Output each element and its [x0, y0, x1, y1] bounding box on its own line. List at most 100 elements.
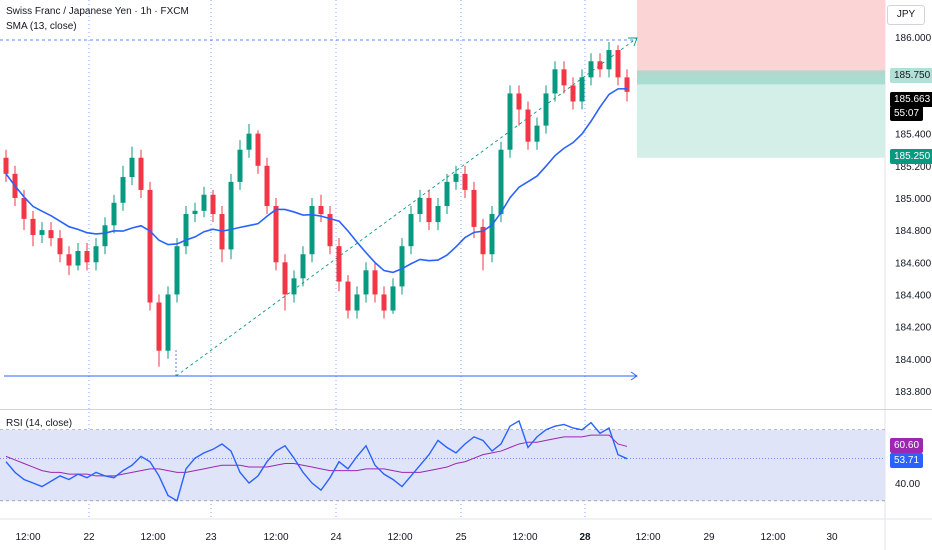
candle-body: [174, 246, 180, 295]
candle-body: [183, 214, 189, 247]
candle-body: [75, 251, 81, 266]
time-tick-label: 29: [703, 532, 715, 543]
candle-body: [129, 157, 135, 178]
candle-body: [624, 77, 630, 92]
candle-body: [417, 197, 423, 215]
price-tick-label: 184.600: [895, 258, 932, 269]
time-tick-label: 12:00: [387, 532, 412, 543]
price-tick-label: 186.000: [895, 33, 932, 44]
time-tick-label: 22: [83, 532, 95, 543]
price-tick-label: 185.000: [895, 194, 932, 205]
candle-body: [453, 173, 459, 182]
sma-line: [5, 87, 628, 274]
time-tick-label: 12:00: [512, 532, 537, 543]
price-tick-label: 184.000: [895, 355, 932, 366]
candle-body: [84, 251, 90, 263]
time-tick-label: 24: [330, 532, 342, 543]
candle-body: [552, 69, 558, 94]
candle-body: [543, 93, 549, 126]
time-tick-label: 25: [455, 532, 467, 543]
price-tick-label: 185.400: [895, 130, 932, 141]
candle-body: [138, 157, 144, 190]
rsi-ma-tag: 60.60: [890, 438, 924, 454]
candle-body: [102, 225, 108, 247]
candle-body: [255, 133, 261, 166]
ray-arrowhead: [630, 371, 638, 381]
currency-badge[interactable]: JPY: [887, 5, 925, 25]
price-tick-label: 184.800: [895, 226, 932, 237]
candle-body: [273, 206, 279, 263]
time-tick-label: 12:00: [263, 532, 288, 543]
target-price-tag: 185.250: [890, 148, 932, 164]
rsi-indicator-label[interactable]: RSI (14, close): [6, 418, 73, 429]
candle-body: [381, 294, 387, 311]
candle-body: [291, 278, 297, 295]
candle-body: [282, 262, 288, 295]
candle-body: [147, 189, 153, 303]
time-tick-label: 12:00: [15, 532, 40, 543]
time-tick-label: 23: [205, 532, 217, 543]
candle-body: [480, 226, 486, 255]
candle-body: [363, 270, 369, 295]
candle-body: [489, 214, 495, 255]
candle-body: [588, 61, 594, 78]
entry-band: [637, 70, 885, 85]
candle-body: [327, 214, 333, 247]
time-tick-label: 28: [579, 532, 591, 543]
candle-body: [21, 197, 27, 219]
candle-body: [165, 294, 171, 351]
candle-body: [471, 189, 477, 227]
price-tick-label: 184.400: [895, 290, 932, 301]
candle-body: [615, 50, 621, 78]
time-tick-label: 12:00: [635, 532, 660, 543]
candle-body: [309, 206, 315, 255]
candle-body: [426, 197, 432, 223]
candle-body: [606, 50, 612, 70]
time-tick-label: 30: [826, 532, 838, 543]
candle-body: [156, 302, 162, 351]
candle-body: [39, 230, 45, 235]
rsi-value-tag: 53.71: [890, 452, 924, 468]
candle-body: [507, 93, 513, 150]
price-tick-label: 183.800: [895, 387, 932, 398]
candle-body: [237, 149, 243, 182]
symbol-title[interactable]: Swiss Franc / Japanese Yen · 1h · FXCM: [6, 6, 189, 17]
candle-body: [57, 238, 63, 255]
candle-body: [318, 206, 324, 215]
candle-body: [579, 77, 585, 102]
current-price-tag: 185.663: [890, 92, 932, 107]
candle-body: [264, 165, 270, 206]
candle-body: [246, 133, 252, 150]
candle-body: [30, 218, 36, 235]
candle-body: [525, 109, 531, 142]
entry-price-tag: 185.750: [890, 68, 932, 84]
candle-body: [120, 177, 126, 203]
candle-body: [111, 202, 117, 226]
candle-body: [192, 210, 198, 215]
sma-indicator-label[interactable]: SMA (13, close): [6, 21, 77, 32]
candle-body: [48, 230, 54, 239]
take-profit-zone: [637, 77, 885, 158]
candle-body: [300, 254, 306, 279]
trend-dashed-line: [175, 37, 638, 377]
candle-body: [597, 61, 603, 70]
candle-body: [354, 294, 360, 311]
candle-body: [210, 194, 216, 215]
rsi-line: [5, 419, 628, 502]
candle-body: [345, 281, 351, 311]
rsi-band: [0, 429, 885, 501]
candle-body: [498, 149, 504, 215]
candle-body: [408, 214, 414, 247]
candle-body: [93, 246, 99, 263]
candle-body: [336, 246, 342, 282]
candle-body: [534, 125, 540, 142]
candle-body: [570, 85, 576, 102]
candle-body: [435, 206, 441, 223]
rsi-tick-label: 40.00: [895, 479, 920, 490]
candle-body: [372, 270, 378, 295]
candle-body: [462, 173, 468, 190]
candle-body: [3, 157, 9, 174]
countdown-tag: 55:07: [890, 106, 924, 121]
candle-body: [228, 181, 234, 250]
